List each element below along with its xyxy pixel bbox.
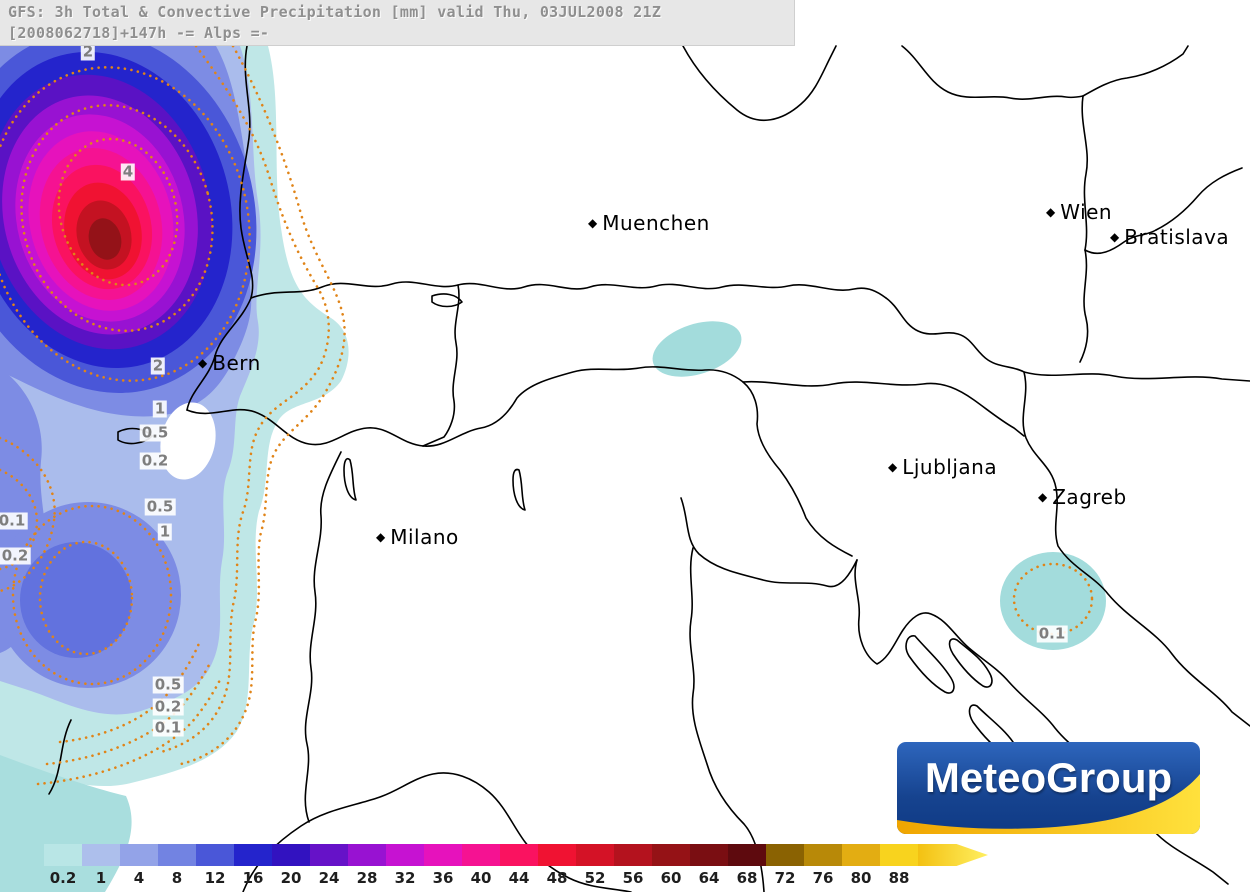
colorbar-cell (576, 844, 614, 866)
city-bern: ◆ Bern (198, 351, 261, 375)
colorbar-label: 1 (95, 869, 107, 887)
colorbar-cell (614, 844, 652, 866)
colorbar-label: 28 (356, 869, 378, 887)
colorbar-label: 32 (394, 869, 416, 887)
colorbar-cell (158, 844, 196, 866)
colorbar-arrow-icon (918, 844, 988, 866)
city-bratislava: ◆ Bratislava (1110, 225, 1229, 249)
colorbar-label: 72 (774, 869, 796, 887)
colorbar-cell (766, 844, 804, 866)
contour-label: 0.1 (1036, 624, 1068, 643)
colorbar-cell (272, 844, 310, 866)
colorbar-cell (880, 844, 918, 866)
contour-label: 1 (152, 399, 168, 418)
contour-label: 2 (80, 42, 96, 61)
city-wien: ◆ Wien (1046, 200, 1112, 224)
colorbar-label: 0.2 (49, 869, 77, 887)
colorbar-cell (842, 844, 880, 866)
contour-label: 0.5 (144, 497, 176, 516)
colorbar-label: 52 (584, 869, 606, 887)
colorbar-label: 64 (698, 869, 720, 887)
colorbar-label: 48 (546, 869, 568, 887)
colorbar-label: 20 (280, 869, 302, 887)
logo-swoosh-icon (897, 774, 1200, 834)
city-label: Zagreb (1052, 485, 1127, 509)
contour-label: 0.5 (152, 675, 184, 694)
title-line1: GFS: 3h Total & Convective Precipitation… (8, 3, 662, 21)
colorbar-labels: 0.2 1 4 8 12 16 20 24 28 32 36 40 44 48 52 56 60 64 68 72 76… (44, 869, 918, 887)
colorbar-label: 56 (622, 869, 644, 887)
colorbar-cell (310, 844, 348, 866)
colorbar-label: 4 (133, 869, 145, 887)
logo-text: MeteoGroup (924, 754, 1173, 801)
title-bar: GFS: 3h Total & Convective Precipitation… (0, 0, 795, 46)
colorbar-cells (44, 844, 918, 866)
city-label: Milano (390, 525, 459, 549)
contour-label: 1 (157, 522, 173, 541)
colorbar-label: 80 (850, 869, 872, 887)
colorbar-cell (234, 844, 272, 866)
colorbar: 0.2 1 4 8 12 16 20 24 28 32 36 40 44 48 52 56 60 64 68 72 76… (44, 844, 988, 887)
colorbar-label: 68 (736, 869, 758, 887)
contour-label: 0.1 (0, 512, 28, 530)
country-borders (48, 45, 1250, 892)
contour-label: 0.2 (0, 546, 31, 565)
city-label: Wien (1060, 200, 1113, 224)
colorbar-label: 8 (171, 869, 183, 887)
contour-label: 0.1 (152, 718, 184, 737)
city-ljubljana: ◆ Ljubljana (888, 455, 997, 479)
contour-label: 0.2 (152, 697, 184, 716)
colorbar-label: 60 (660, 869, 682, 887)
colorbar-cell (424, 844, 462, 866)
city-marker-icon: ◆ (1110, 230, 1120, 244)
colorbar-label: 76 (812, 869, 834, 887)
city-milano: ◆ Milano (376, 525, 459, 549)
city-marker-icon: ◆ (198, 356, 208, 370)
city-zagreb: ◆ Zagreb (1038, 485, 1127, 509)
colorbar-cell (500, 844, 538, 866)
colorbar-label: 88 (888, 869, 910, 887)
colorbar-label: 16 (242, 869, 264, 887)
city-label: Ljubljana (902, 455, 998, 479)
city-label: Bern (212, 351, 261, 375)
city-marker-icon: ◆ (588, 216, 598, 230)
contour-label: 2 (150, 356, 166, 375)
colorbar-label: 44 (508, 869, 530, 887)
contour-label: 0.5 (139, 423, 171, 442)
colorbar-cell (44, 844, 82, 866)
colorbar-cell (386, 844, 424, 866)
city-marker-icon: ◆ (376, 530, 386, 544)
colorbar-cell (690, 844, 728, 866)
colorbar-cell (728, 844, 766, 866)
colorbar-cell (652, 844, 690, 866)
colorbar-cell (462, 844, 500, 866)
city-marker-icon: ◆ (1046, 205, 1056, 219)
city-label: Bratislava (1124, 225, 1230, 249)
colorbar-cell (804, 844, 842, 866)
colorbar-cell (196, 844, 234, 866)
colorbar-cell (538, 844, 576, 866)
city-muenchen: ◆ Muenchen (588, 211, 710, 235)
colorbar-cell (120, 844, 158, 866)
contour-label: 0.2 (139, 451, 171, 470)
title-line2: [2008062718]+147h -= Alps =- (8, 24, 270, 42)
precip-shading (0, 31, 1106, 892)
colorbar-cell (82, 844, 120, 866)
city-label: Muenchen (602, 211, 710, 235)
city-marker-icon: ◆ (888, 460, 898, 474)
city-marker-icon: ◆ (1038, 490, 1048, 504)
contour-label: 4 (120, 162, 136, 181)
colorbar-label: 12 (204, 869, 226, 887)
colorbar-label: 36 (432, 869, 454, 887)
colorbar-label: 24 (318, 869, 340, 887)
colorbar-label: 40 (470, 869, 492, 887)
meteogroup-logo: MeteoGroup (897, 742, 1200, 834)
colorbar-cell (348, 844, 386, 866)
